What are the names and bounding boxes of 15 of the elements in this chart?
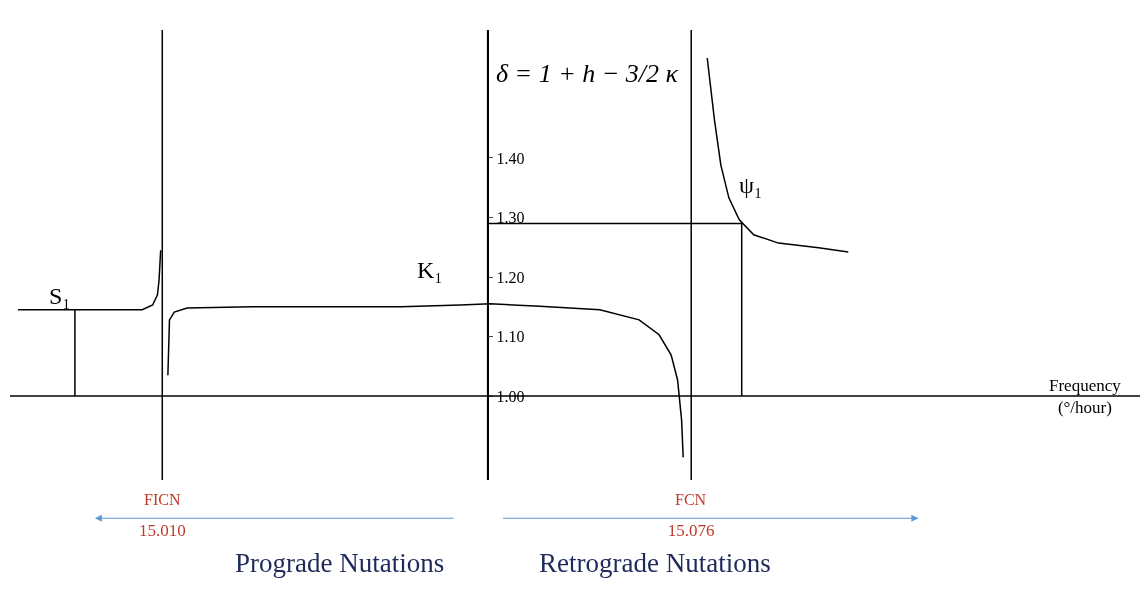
y-tick-label: 1.20	[496, 268, 525, 286]
text: Prograde Nutations	[235, 548, 445, 578]
x-axis-title: Frequency (°/hour)	[1049, 376, 1122, 418]
y-tick-label: 1.30	[496, 209, 525, 227]
text: Retrograde Nutations	[539, 548, 771, 578]
y-tick-label: 1.40	[496, 149, 525, 167]
ref-line-label: FICN	[144, 491, 181, 508]
annotation: K₁	[417, 257, 443, 283]
ref-line-label: FCN	[675, 491, 707, 508]
y-tick-label: 1.10	[496, 328, 525, 346]
annotation: S₁	[49, 283, 71, 309]
x-tick-label: 15.010	[138, 521, 186, 540]
y-axis-title: δ = 1 + h − 3/2 κ	[496, 59, 679, 88]
x-tick-label: 15.076	[667, 521, 715, 540]
annotation: ψ₁	[739, 172, 763, 198]
